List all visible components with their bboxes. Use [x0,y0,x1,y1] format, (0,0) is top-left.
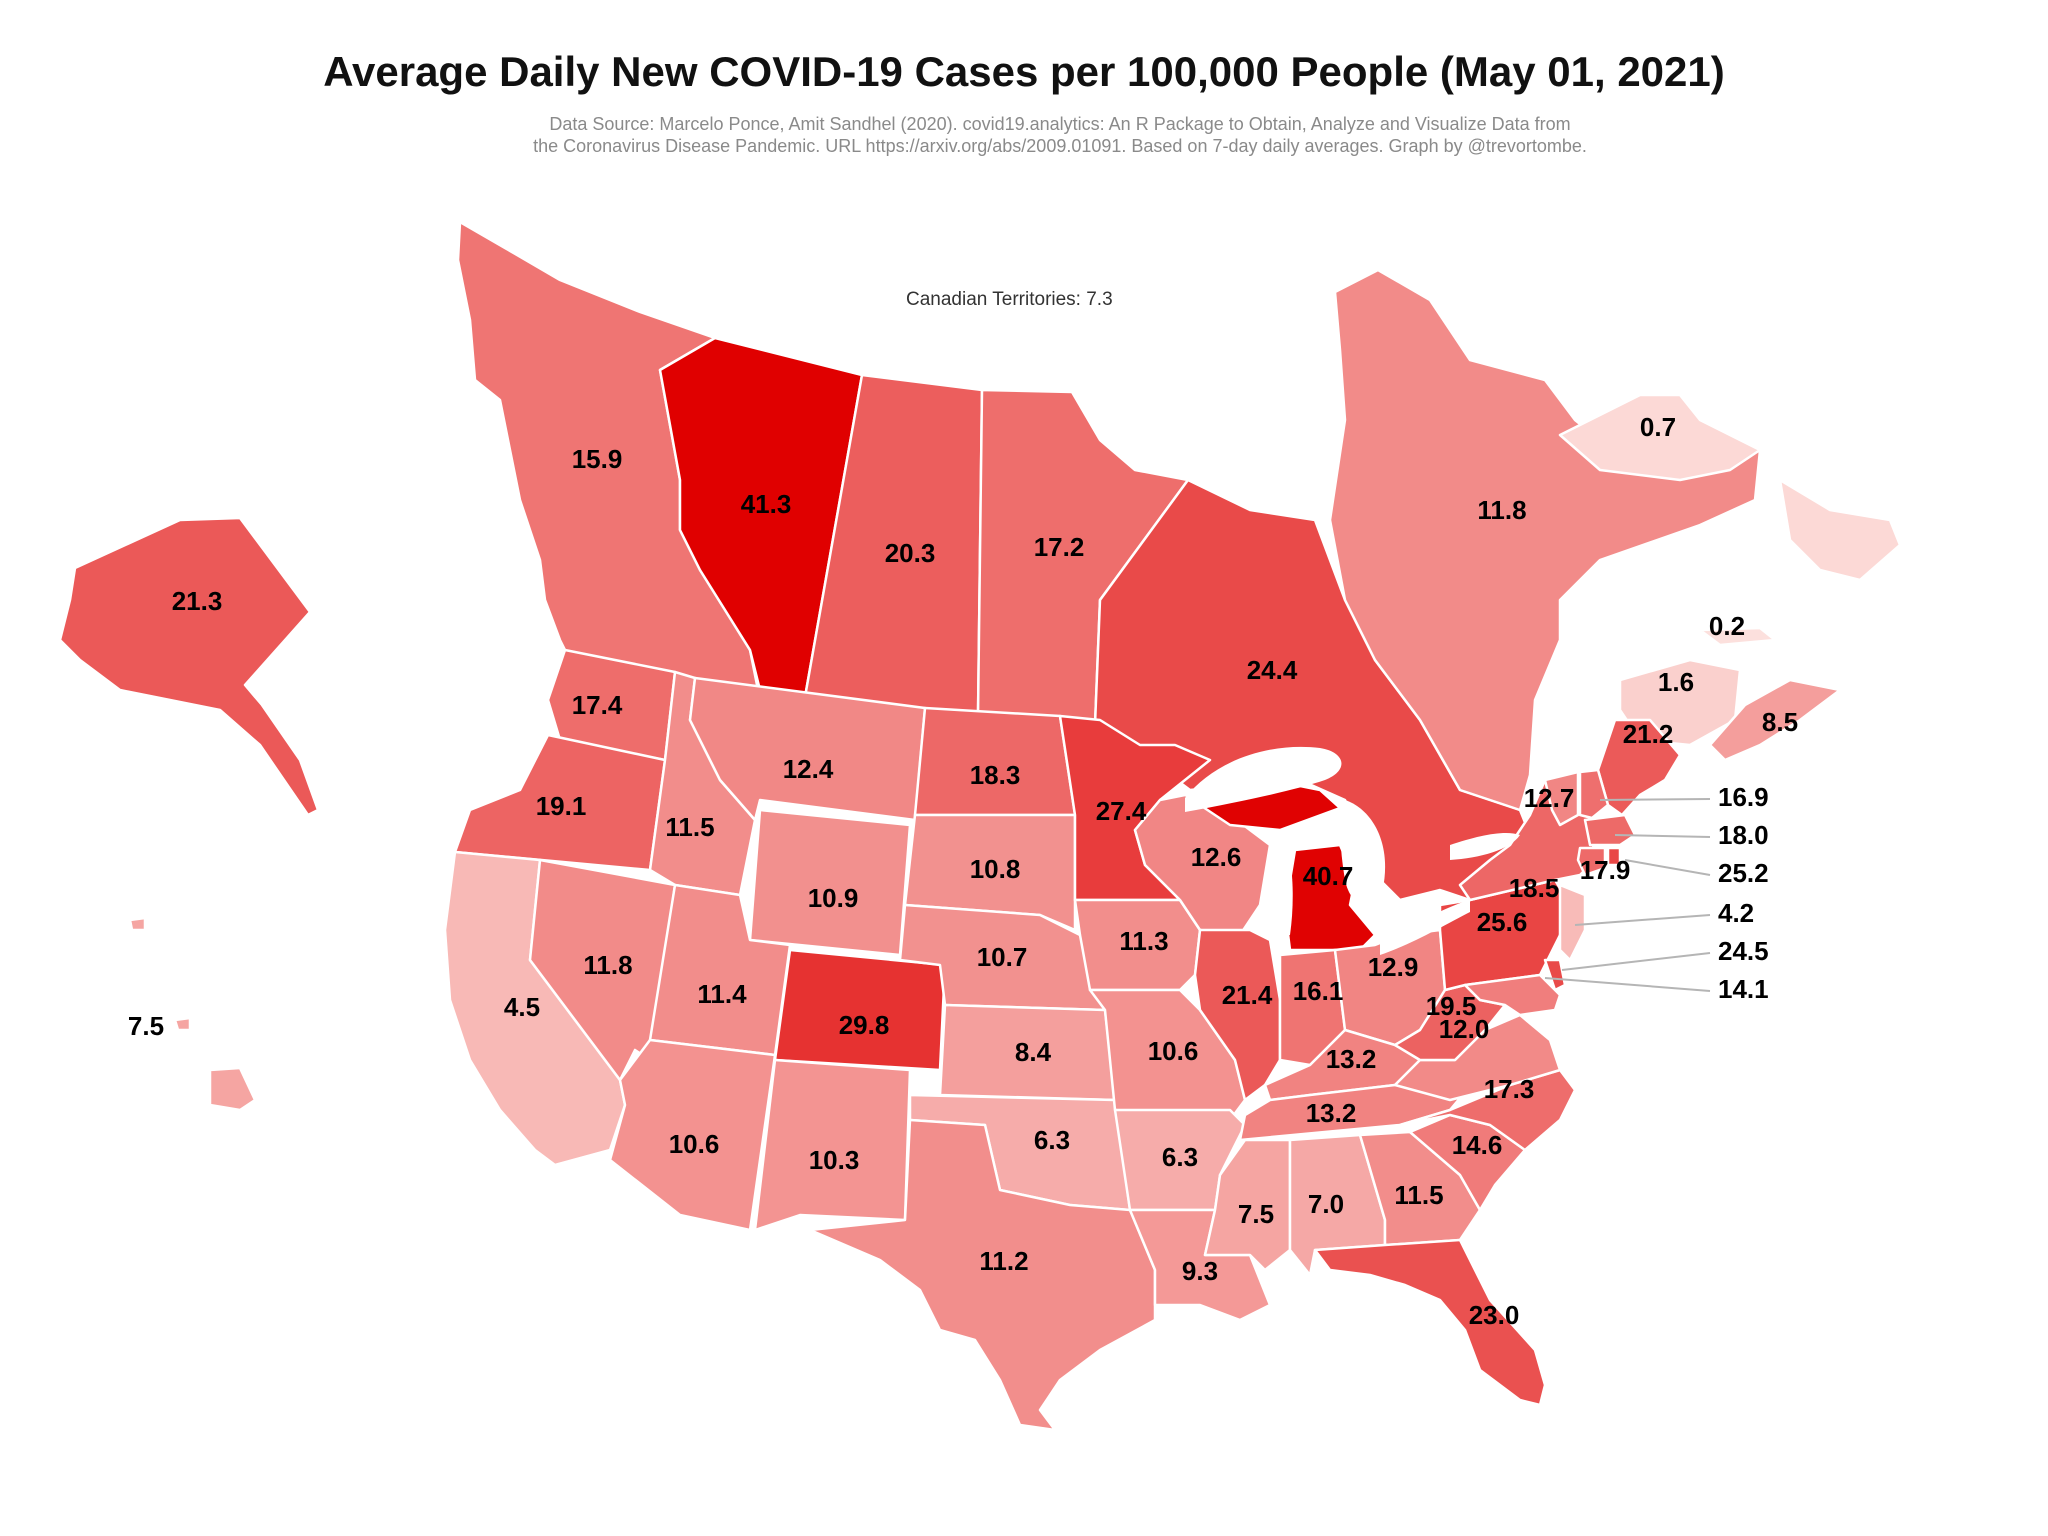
value-label-sk: 20.3 [885,538,936,568]
value-label-az: 10.6 [669,1129,720,1159]
source-line-1: Data Source: Marcelo Ponce, Amit Sandhel… [549,114,1571,134]
region-az [608,1038,777,1232]
value-label-ks: 8.4 [1015,1037,1052,1067]
value-label-nc: 17.3 [1484,1074,1535,1104]
region-tx [808,1118,1157,1432]
value-label-mb: 17.2 [1034,532,1085,562]
value-label-la: 9.3 [1182,1256,1218,1286]
value-label-bc: 15.9 [572,444,623,474]
lake-michigan [1266,840,1293,935]
region-nh [1578,768,1610,820]
value-label-wv: 19.5 [1426,991,1477,1021]
value-label-ny: 18.5 [1509,873,1560,903]
value-label-pa: 25.6 [1477,907,1528,937]
value-label-co: 29.8 [839,1010,890,1040]
value-label-mo: 10.6 [1148,1036,1199,1066]
map-title: Average Daily New COVID-19 Cases per 100… [323,48,1725,95]
region-vt [1543,770,1580,827]
value-label-ca: 4.5 [504,992,540,1022]
region-hi [128,916,257,1112]
region-ns [1708,678,1842,762]
value-label-mi: 40.7 [1303,861,1354,891]
value-label-sd: 10.8 [970,854,1021,884]
value-label-me: 21.2 [1623,719,1674,749]
value-label-ne: 10.7 [977,942,1028,972]
region-ri [1606,846,1622,867]
value-label-ns: 8.5 [1762,707,1798,737]
value-label-ma: 18.0 [1718,820,1769,850]
value-label-nm: 10.3 [809,1145,860,1175]
value-label-ga: 11.5 [1394,1180,1443,1210]
value-label-nd: 18.3 [970,760,1021,790]
value-label-wi: 12.6 [1191,842,1242,872]
value-label-nh: 16.9 [1718,782,1769,812]
lake-ontario [1450,833,1520,860]
source-line-2: the Coronavirus Disease Pandemic. URL ht… [533,136,1587,156]
value-label-on: 24.4 [1247,655,1298,685]
value-label-hi: 7.5 [128,1011,164,1041]
value-label-vt: 12.7 [1524,783,1575,813]
value-label-wy: 10.9 [808,883,859,913]
value-label-mt: 12.4 [783,754,834,784]
region-nj [1558,883,1587,962]
value-label-ar: 6.3 [1162,1142,1198,1172]
value-label-nv: 11.8 [583,950,632,980]
callout-line-ri [1624,859,1711,876]
callout-line-nh [1599,798,1711,801]
value-label-ct: 17.9 [1580,855,1631,885]
region-co [773,948,947,1072]
region-de [1543,958,1567,992]
region-pe [1698,626,1777,647]
value-label-oh: 12.9 [1368,952,1419,982]
region-qc [1328,268,1762,812]
value-label-tn: 13.2 [1306,1098,1357,1128]
value-label-il: 21.4 [1222,980,1273,1010]
value-label-ri: 25.2 [1718,858,1769,888]
callout-line-de [1561,952,1711,971]
region-md [1463,973,1562,1017]
value-label-ut: 11.4 [697,979,747,1009]
value-label-ky: 13.2 [1326,1044,1377,1074]
value-label-pe: 0.2 [1709,611,1745,641]
lake-superior [1185,746,1342,812]
region-nm [753,1058,912,1232]
value-label-id: 11.5 [665,812,714,842]
value-label-ms: 7.5 [1238,1199,1274,1229]
lake-huron [1340,800,1386,908]
value-label-nj: 4.2 [1718,898,1754,928]
value-label-wa: 17.4 [572,690,623,720]
value-label-or: 19.1 [536,791,587,821]
region-ak [58,516,320,817]
value-label-va: 12.0 [1439,1014,1490,1044]
value-label-ok: 6.3 [1034,1125,1070,1155]
region-fl [1313,1238,1547,1407]
region-ct [1576,846,1607,877]
value-label-tx: 11.2 [979,1246,1028,1276]
region-nl [1558,393,1902,582]
region-nc [1398,1068,1577,1152]
value-label-qc: 11.8 [1477,495,1526,525]
region-ms [1203,1138,1292,1272]
region-ma [1583,813,1637,847]
callout-line-md [1544,977,1711,992]
region-me [1596,718,1682,817]
value-label-al: 7.0 [1308,1189,1344,1219]
value-label-in: 16.1 [1293,976,1344,1006]
value-label-de: 24.5 [1718,936,1769,966]
lake-erie [1380,900,1470,955]
territories-note: Canadian Territories: 7.3 [906,289,1113,310]
value-label-sc: 14.6 [1452,1130,1503,1160]
value-label-ia: 11.3 [1119,926,1168,956]
value-label-nl: 0.7 [1640,412,1676,442]
value-label-ak: 21.3 [172,586,223,616]
value-label-nb: 1.6 [1658,667,1694,697]
callout-line-ma [1614,834,1711,838]
value-label-mn: 27.4 [1096,796,1147,826]
value-label-fl: 23.0 [1469,1300,1520,1330]
callout-line-nj [1574,914,1711,926]
value-label-md: 14.1 [1718,974,1769,1004]
value-label-ab: 41.3 [741,489,792,519]
